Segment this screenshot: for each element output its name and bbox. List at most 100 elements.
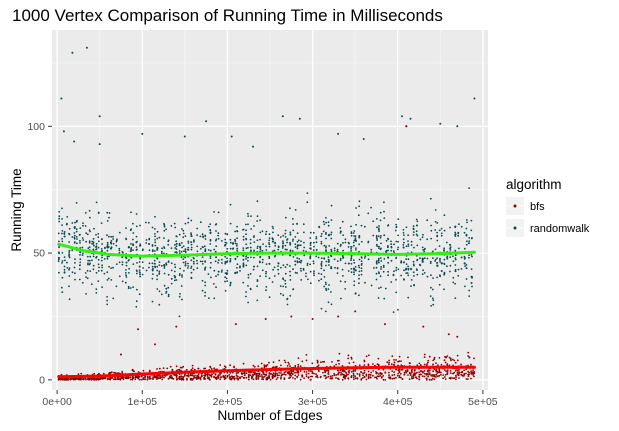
randomwalk-point [135,225,138,228]
bfs-point [388,361,390,364]
bfs-point [340,371,342,374]
bfs-point [391,377,394,380]
randomwalk-point [158,290,161,293]
bfs-point [412,375,415,378]
randomwalk-point [464,265,466,267]
randomwalk-point [151,226,154,229]
randomwalk-point [127,259,130,262]
randomwalk-point [256,280,259,282]
bfs-point [327,369,330,372]
bfs-point [380,376,383,378]
bfs-point [348,369,351,372]
randomwalk-point [387,256,389,259]
randomwalk-point [139,275,142,278]
randomwalk-point [379,248,382,251]
bfs-point [127,377,130,380]
randomwalk-point [178,242,181,245]
randomwalk-point [209,257,212,259]
bfs-point [311,318,314,320]
randomwalk-point [61,207,63,210]
randomwalk-point [464,262,466,265]
randomwalk-point [358,236,361,238]
bfs-point [305,371,308,373]
bfs-point [455,374,457,377]
randomwalk-point [429,295,432,297]
randomwalk-point [330,231,333,234]
randomwalk-point [379,275,382,278]
randomwalk-point [372,220,375,223]
bfs-point [365,378,368,381]
randomwalk-point [245,223,247,226]
bfs-point [172,378,175,380]
randomwalk-point [190,232,192,235]
randomwalk-point [183,135,186,138]
randomwalk-point [385,239,388,242]
randomwalk-point [387,274,389,277]
randomwalk-point [234,230,237,233]
randomwalk-point [229,283,232,285]
randomwalk-point [320,242,323,245]
randomwalk-point [86,277,89,280]
randomwalk-point [376,226,378,229]
randomwalk-point [294,260,297,263]
randomwalk-point [124,281,127,284]
bfs-point [317,364,320,367]
randomwalk-point [253,241,256,244]
randomwalk-point [156,288,159,290]
legend-point [513,226,517,230]
randomwalk-point [284,266,287,269]
bfs-point [444,356,447,359]
bfs-point [363,359,366,362]
randomwalk-point [217,261,220,264]
randomwalk-point [400,274,402,277]
randomwalk-point [336,267,339,270]
randomwalk-point [367,258,370,261]
bfs-point [272,372,275,375]
bfs-point [456,369,459,372]
randomwalk-point [261,230,264,233]
bfs-point [403,371,406,374]
bfs-point [365,373,368,376]
randomwalk-point [92,268,95,271]
randomwalk-point [193,262,195,265]
randomwalk-point [95,271,98,274]
randomwalk-point [282,278,285,281]
randomwalk-point [156,265,159,268]
randomwalk-point [397,218,400,221]
bfs-point [307,372,310,375]
bfs-point [467,355,469,357]
randomwalk-point [360,260,363,263]
bfs-point [268,376,271,378]
randomwalk-point [274,241,276,244]
randomwalk-point [279,285,282,287]
bfs-point [341,378,344,381]
randomwalk-point [221,262,223,264]
bfs-point [421,375,424,378]
randomwalk-point [247,301,250,304]
randomwalk-point [82,222,84,225]
randomwalk-point [110,246,113,249]
bfs-point [423,375,426,378]
randomwalk-point [299,244,302,247]
randomwalk-point [454,254,457,257]
randomwalk-point [58,217,60,220]
randomwalk-point [217,211,220,214]
randomwalk-point [468,187,470,190]
bfs-point [219,364,222,366]
randomwalk-point [226,261,228,264]
randomwalk-point [344,238,347,241]
bfs-point [251,377,253,380]
randomwalk-point [320,262,323,265]
bfs-point [393,371,395,373]
bfs-point [395,376,397,379]
bfs-point [367,377,370,380]
randomwalk-point [163,264,166,266]
randomwalk-point [452,255,454,258]
randomwalk-point [224,243,227,246]
randomwalk-point [89,255,92,258]
randomwalk-point [170,269,173,272]
bfs-point [296,375,299,378]
bfs-point [243,372,246,375]
bfs-point [204,378,207,380]
randomwalk-point [370,206,372,209]
